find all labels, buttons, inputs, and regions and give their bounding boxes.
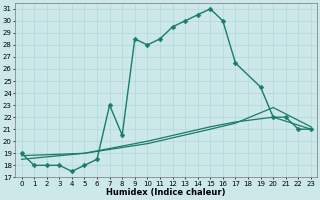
X-axis label: Humidex (Indice chaleur): Humidex (Indice chaleur) xyxy=(107,188,226,197)
